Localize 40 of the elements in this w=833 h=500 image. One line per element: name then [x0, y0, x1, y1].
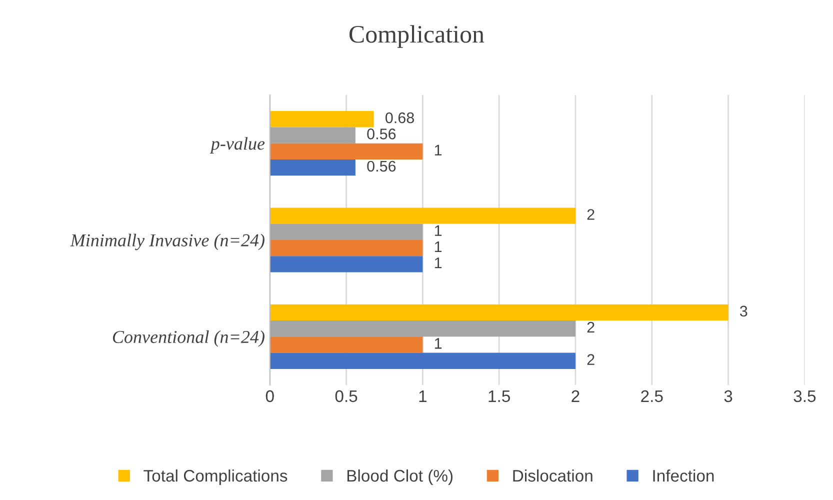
bar — [270, 256, 423, 272]
bar — [270, 127, 356, 144]
y-tick-label: Minimally Invasive (n=24) — [70, 234, 264, 250]
x-tick-label: 1.5 — [488, 390, 510, 402]
bar — [270, 143, 423, 160]
x-tick-label: 2.5 — [641, 390, 663, 402]
bar — [270, 208, 576, 224]
y-tick-label: p-value — [210, 137, 265, 154]
x-tick-label: 3 — [724, 390, 732, 402]
chart-title: Complication — [349, 25, 484, 48]
bar — [270, 352, 576, 369]
bar — [270, 320, 576, 337]
legend-label: Total Complications — [144, 469, 288, 485]
y-tick-label: Conventional (n=24) — [112, 330, 264, 347]
data-label: 1 — [434, 258, 442, 268]
data-label: 1 — [434, 338, 442, 349]
x-tick-label: 0.5 — [335, 390, 358, 402]
data-label: 3 — [740, 306, 748, 317]
x-tick-label: 1 — [419, 390, 427, 402]
data-label: 2 — [587, 209, 594, 220]
data-label: 1 — [434, 242, 442, 252]
bar — [270, 111, 374, 128]
x-tick-label: 2 — [572, 390, 580, 402]
bar — [270, 336, 423, 353]
data-label: 2 — [587, 322, 594, 333]
bar — [270, 159, 356, 176]
data-label: 1 — [434, 225, 442, 236]
data-label: 0.56 — [367, 128, 396, 140]
bar — [270, 224, 423, 240]
bar — [270, 304, 728, 321]
data-label: 2 — [587, 354, 594, 365]
legend-label: Infection — [653, 469, 714, 482]
legend-label: Dislocation — [513, 469, 592, 482]
data-label: 0.56 — [367, 160, 396, 172]
bar — [270, 240, 423, 256]
data-label: 0.68 — [386, 112, 414, 124]
data-label: 1 — [434, 144, 442, 156]
x-tick-label: 3.5 — [794, 390, 816, 402]
legend-label: Blood Clot (%) — [347, 469, 453, 485]
x-tick-label: 0 — [266, 390, 274, 402]
